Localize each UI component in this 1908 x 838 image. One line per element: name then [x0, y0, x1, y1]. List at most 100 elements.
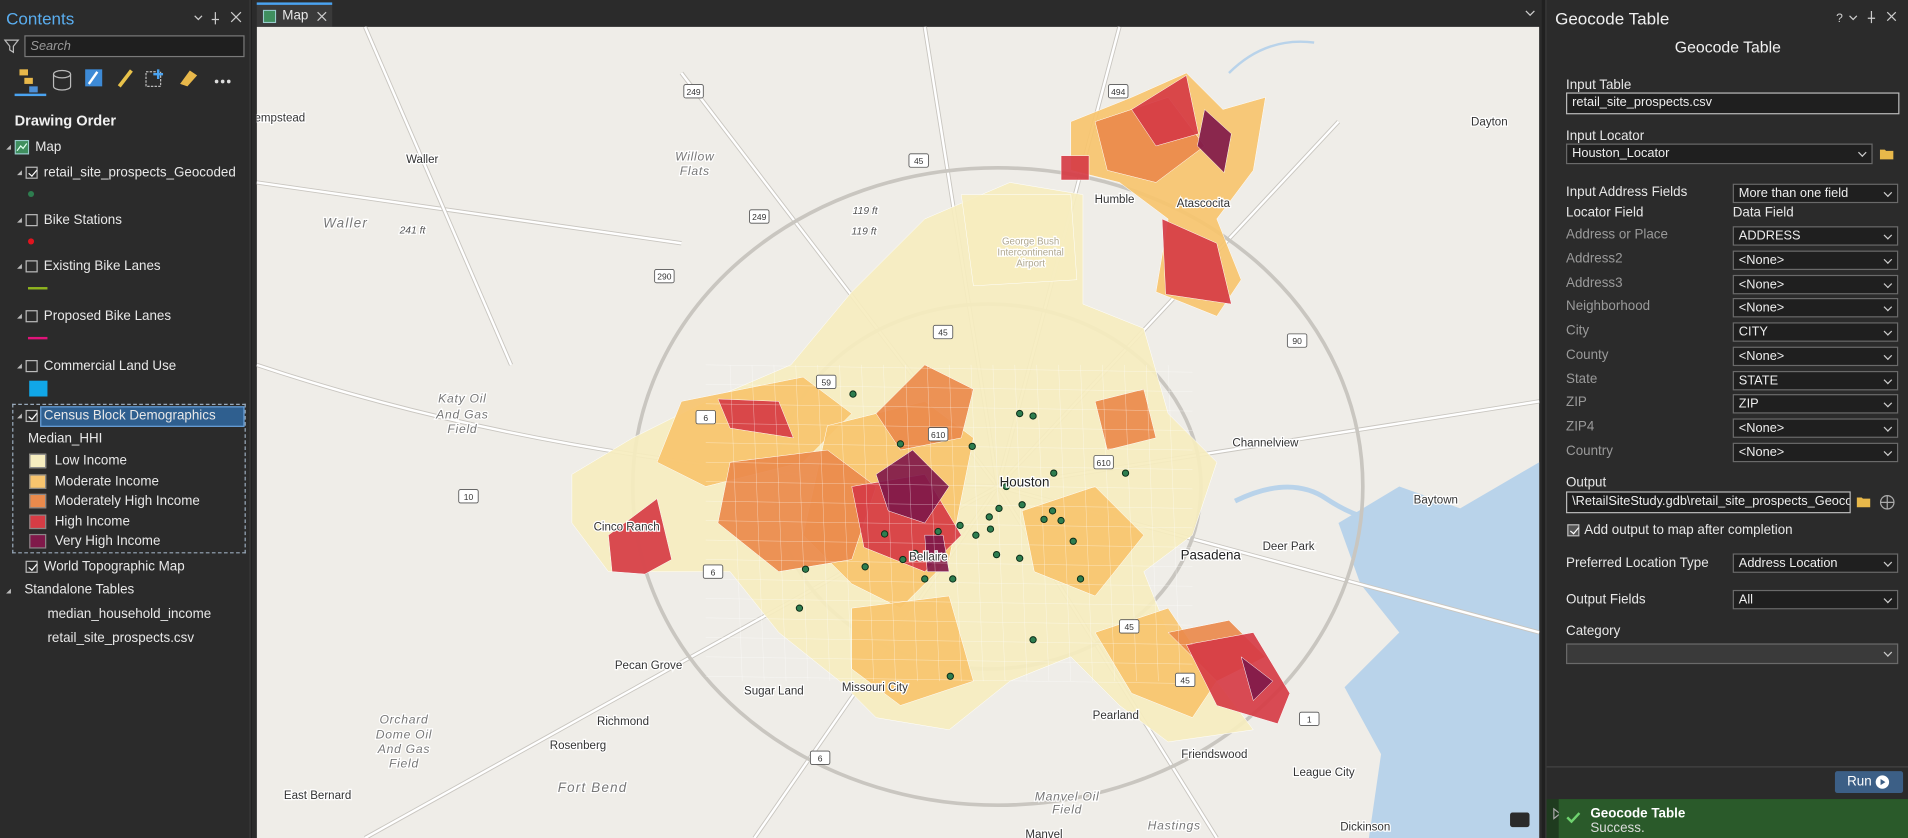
site-point[interactable] — [899, 555, 907, 564]
address-fields-dropdown[interactable]: More than one field — [1732, 183, 1899, 204]
layer-checkbox[interactable] — [25, 560, 38, 573]
output-input[interactable]: \RetailSiteStudy.gdb\retail_site_prospec… — [1566, 491, 1851, 514]
site-point[interactable] — [896, 440, 905, 448]
pane-controls[interactable]: ? — [1834, 10, 1907, 26]
site-point[interactable] — [1040, 515, 1048, 524]
field-dropdown[interactable]: ZIP — [1732, 394, 1899, 414]
layer-name[interactable]: Bike Stations — [43, 212, 122, 228]
site-point[interactable] — [992, 550, 1001, 559]
location-type-dropdown[interactable]: Address Location — [1732, 553, 1899, 573]
map-icon — [14, 139, 30, 155]
shield-label: 1 — [1307, 714, 1312, 724]
map-label: Deer Park — [1263, 541, 1315, 553]
tract-boundary — [729, 364, 743, 682]
site-point[interactable] — [1016, 409, 1024, 418]
filter-icon[interactable] — [3, 38, 21, 55]
layer-name[interactable]: Proposed Bike Lanes — [43, 308, 172, 324]
site-point[interactable] — [1002, 482, 1010, 491]
run-button[interactable]: Run — [1834, 771, 1904, 794]
site-point[interactable] — [1076, 575, 1085, 583]
expander[interactable] — [17, 170, 22, 176]
field-dropdown[interactable]: CITY — [1732, 322, 1899, 342]
layer-name[interactable]: World Topographic Map — [43, 559, 185, 575]
layer-name[interactable]: Commercial Land Use — [43, 358, 177, 374]
layer-name[interactable]: Existing Bike Lanes — [43, 259, 161, 274]
expander[interactable] — [17, 313, 22, 319]
tract-boundary — [927, 364, 940, 682]
tract-boundary — [773, 364, 787, 682]
legend-label: Very High Income — [54, 533, 161, 549]
map-tab[interactable]: Map — [256, 2, 333, 27]
site-point[interactable] — [911, 549, 919, 558]
layer-name[interactable]: Census Block Demographics — [43, 408, 216, 424]
table-name[interactable]: median_household_income — [47, 606, 212, 622]
site-point[interactable] — [880, 530, 889, 538]
field-dropdown[interactable]: <None> — [1732, 274, 1899, 294]
site-point[interactable] — [861, 563, 869, 571]
input-table[interactable]: retail_site_prospects.csv — [1566, 92, 1900, 115]
site-point[interactable] — [1050, 469, 1058, 477]
field-dropdown[interactable]: <None> — [1732, 346, 1899, 366]
layer-checkbox[interactable] — [25, 166, 38, 179]
divider — [1546, 766, 1908, 768]
site-point[interactable] — [934, 527, 942, 536]
site-point[interactable] — [986, 525, 995, 533]
layer-checkbox[interactable] — [25, 260, 38, 273]
site-point[interactable] — [1018, 501, 1026, 509]
expander[interactable] — [17, 263, 22, 269]
output-fields-dropdown[interactable]: All — [1732, 589, 1899, 610]
layer-checkbox[interactable] — [25, 409, 38, 423]
checkbox[interactable] — [1567, 524, 1580, 537]
expander[interactable] — [6, 588, 11, 594]
layer-checkbox[interactable] — [25, 360, 38, 373]
tract-boundary — [751, 364, 765, 682]
browse-button[interactable] — [1879, 147, 1896, 160]
site-point[interactable] — [949, 575, 957, 583]
site-point[interactable] — [849, 390, 857, 398]
field-dropdown[interactable]: <None> — [1732, 418, 1899, 438]
table-name[interactable]: retail_site_prospects.csv — [47, 630, 195, 646]
site-point[interactable] — [995, 504, 1003, 513]
site-point[interactable] — [968, 442, 976, 451]
expander[interactable] — [6, 144, 11, 150]
tab-menu[interactable] — [1525, 10, 1536, 17]
map-canvas[interactable]: 249 494452492904590610596106106454561emps… — [256, 26, 1540, 838]
pane-controls[interactable] — [192, 11, 246, 26]
site-point[interactable] — [1048, 507, 1057, 515]
expander[interactable] — [17, 363, 22, 369]
site-point[interactable] — [801, 565, 810, 573]
field-dropdown[interactable]: STATE — [1732, 370, 1899, 390]
site-point[interactable] — [1016, 554, 1024, 562]
field-dropdown[interactable]: <None> — [1732, 442, 1899, 462]
layer-name[interactable]: retail_site_prospects_Geocoded — [43, 165, 236, 181]
site-point[interactable] — [1029, 412, 1037, 420]
map-node[interactable]: Map — [35, 139, 62, 155]
tab-close[interactable] — [316, 11, 327, 22]
site-point[interactable] — [1069, 537, 1077, 545]
field-dropdown[interactable]: <None> — [1732, 250, 1899, 270]
field-dropdown[interactable]: <None> — [1732, 298, 1899, 318]
expander[interactable] — [17, 217, 22, 223]
site-point[interactable] — [795, 604, 804, 612]
site-point[interactable] — [956, 521, 964, 530]
site-point[interactable] — [1029, 636, 1037, 644]
layer-checkbox[interactable] — [25, 310, 38, 323]
status-expander[interactable] — [1553, 807, 1563, 820]
expander[interactable] — [17, 413, 22, 419]
locator-dropdown[interactable]: Houston_Locator — [1566, 143, 1873, 165]
map-label: Orchard — [379, 713, 429, 727]
site-point[interactable] — [985, 513, 993, 521]
map-menu[interactable] — [1510, 812, 1530, 828]
output-buttons[interactable] — [1856, 494, 1897, 511]
field-dropdown[interactable]: ADDRESS — [1732, 226, 1899, 246]
site-point[interactable] — [1121, 469, 1130, 477]
category-dropdown[interactable] — [1566, 643, 1899, 665]
site-point[interactable] — [972, 531, 980, 539]
contents-toolbar[interactable] — [12, 67, 237, 99]
site-point[interactable] — [946, 672, 954, 680]
layer-checkbox[interactable] — [25, 214, 38, 227]
search-box[interactable]: Search — [24, 35, 245, 58]
checkbox-label[interactable]: Add output to map after completion — [1584, 523, 1793, 538]
site-point[interactable] — [1057, 516, 1065, 525]
site-point[interactable] — [921, 575, 929, 583]
